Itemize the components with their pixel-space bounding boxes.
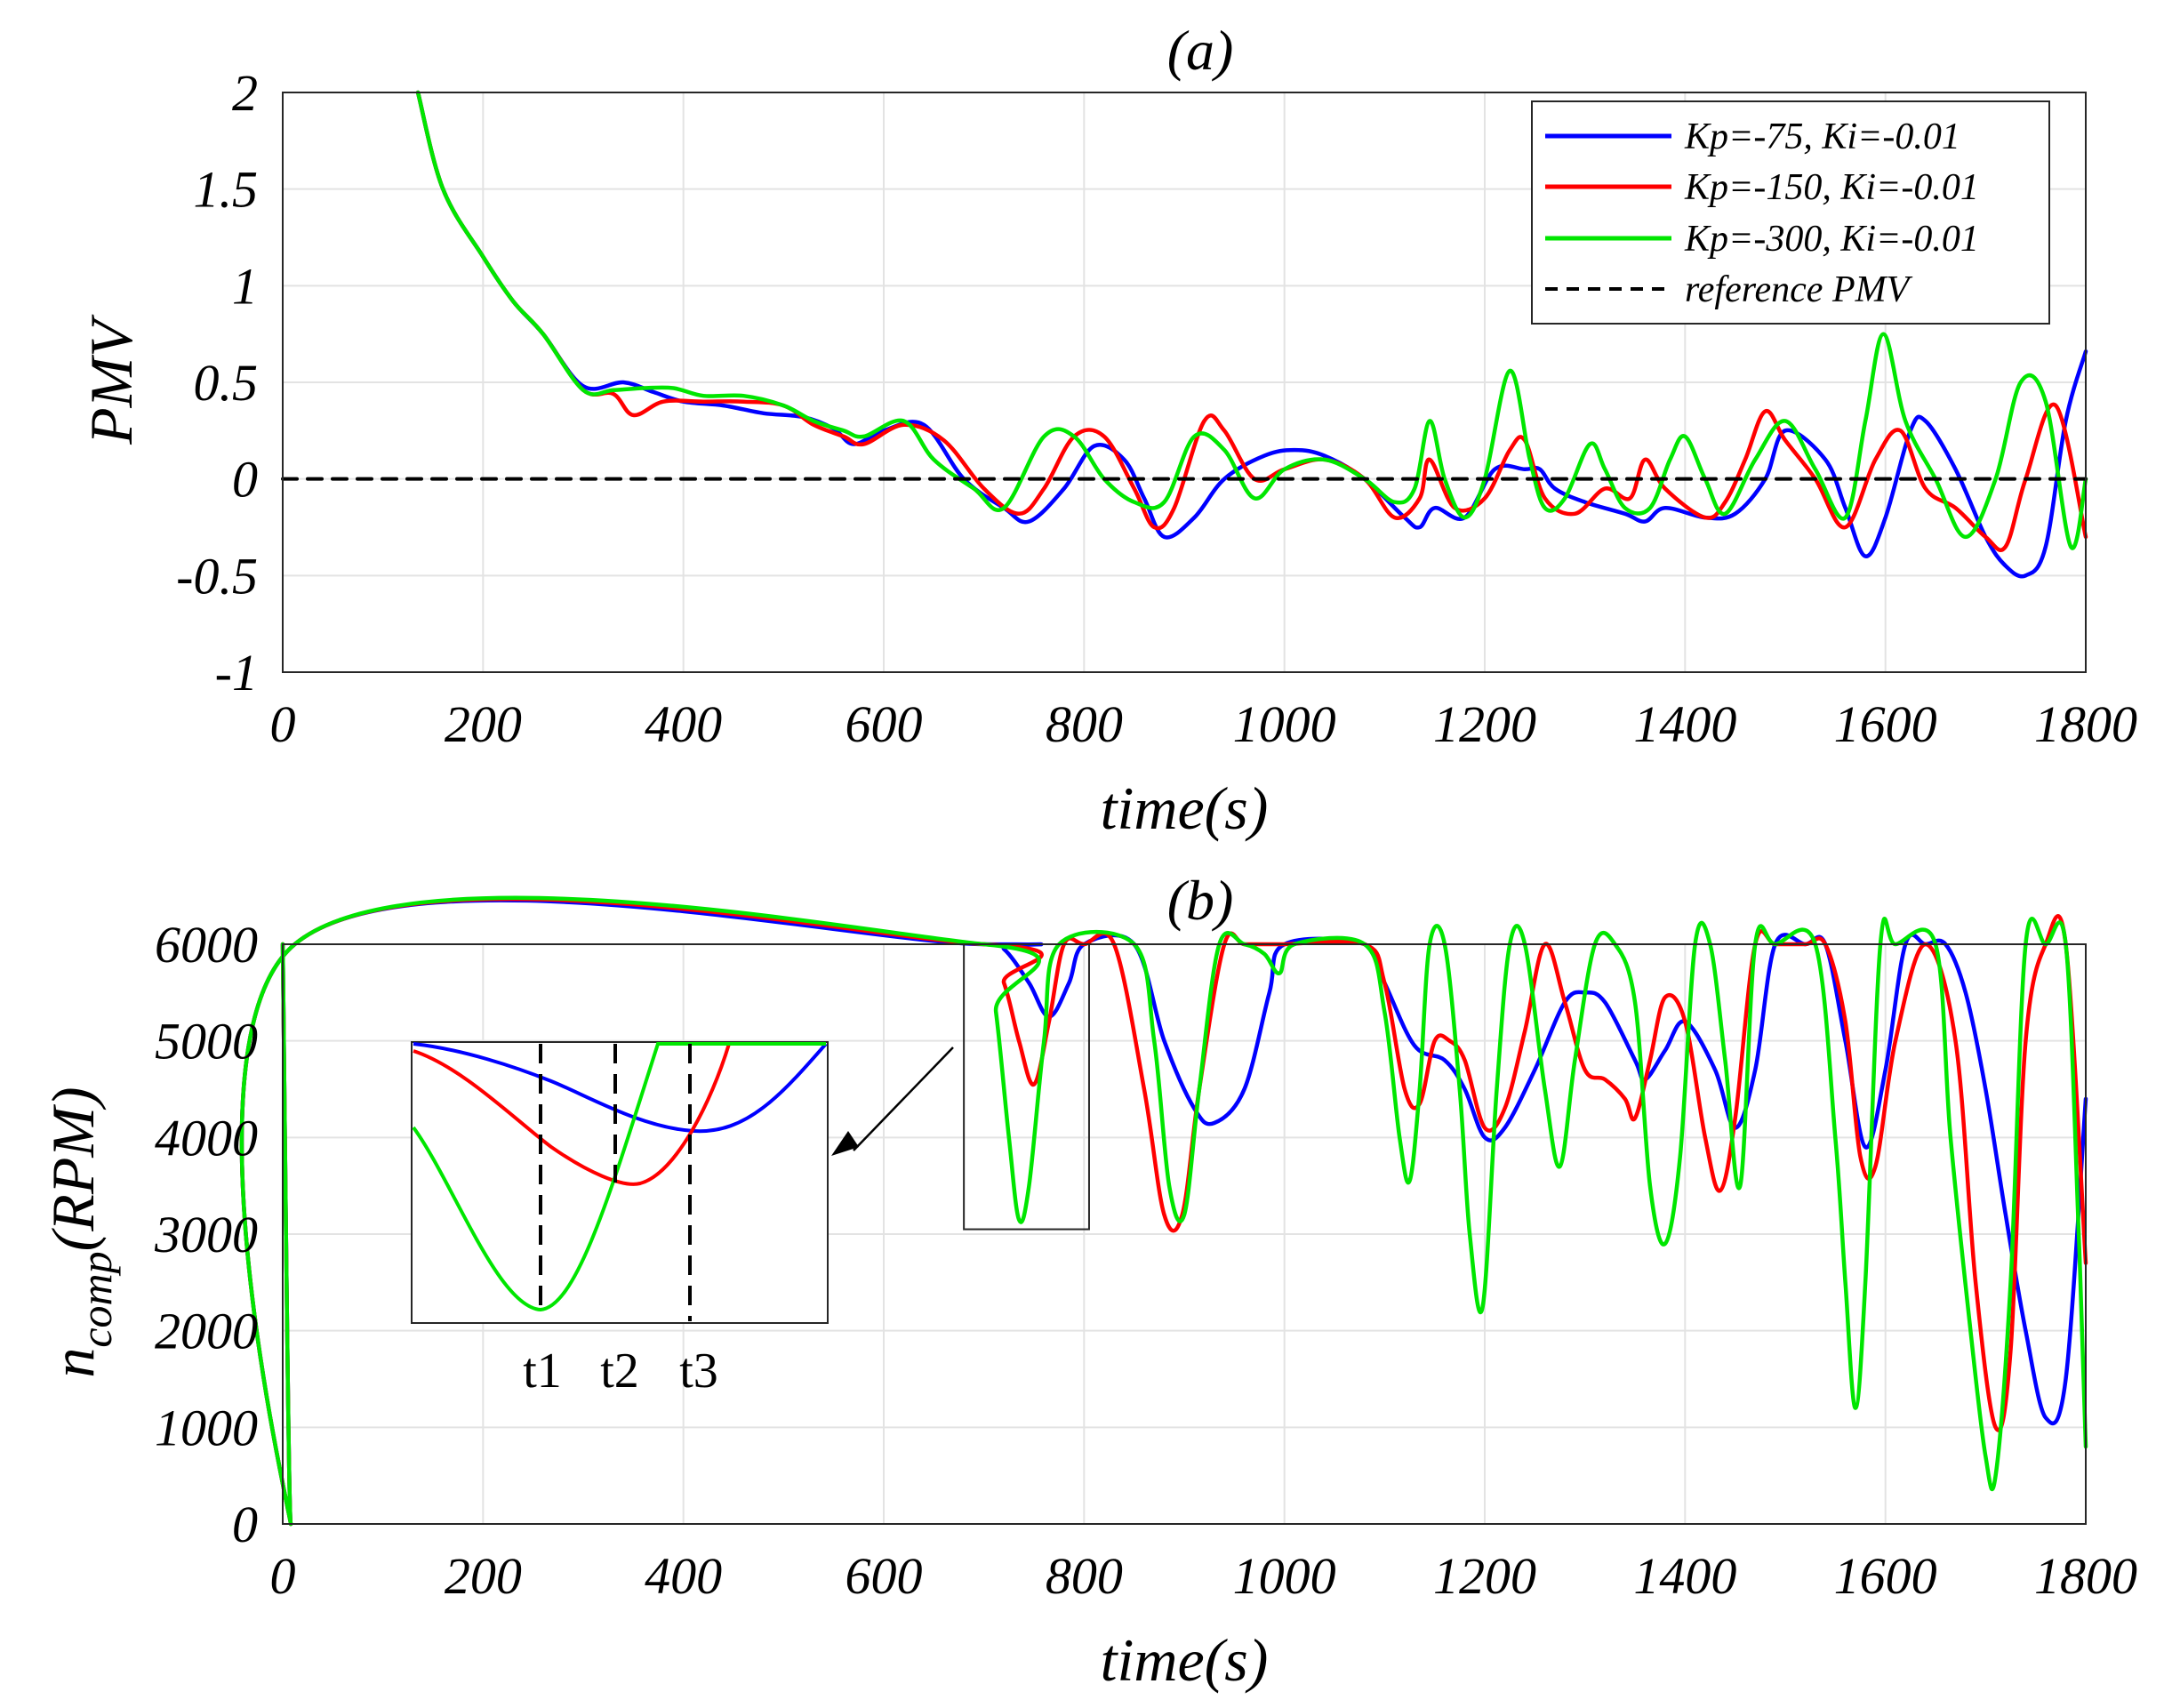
panel-b-y-tick-label: 5000 bbox=[155, 1013, 258, 1071]
legend-box bbox=[1531, 100, 2050, 325]
y-label-subscript: comp bbox=[71, 1251, 121, 1347]
panel-b-x-tick-label: 1400 bbox=[1633, 1547, 1736, 1605]
panel-a-x-tick-label: 200 bbox=[445, 695, 522, 753]
panel-b-x-tick-label: 1000 bbox=[1233, 1547, 1336, 1605]
panel-a-y-tick-label: 1 bbox=[232, 257, 258, 315]
panel-a-y-tick-label: 0 bbox=[232, 451, 258, 509]
panel-a-x-tick-label: 400 bbox=[645, 695, 722, 753]
panel-a-y-tick-label: -0.5 bbox=[176, 547, 258, 605]
inset-curve-kp75 bbox=[413, 1042, 828, 1134]
panel-b-y-tick-label: 0 bbox=[232, 1496, 258, 1553]
panel-a-axes-box bbox=[282, 92, 2087, 673]
panel-a-x-tick-label: 0 bbox=[270, 695, 296, 753]
panel-b-x-tick-label: 400 bbox=[645, 1547, 722, 1605]
panel-b-y-tick-label: 2000 bbox=[155, 1303, 258, 1360]
panel-a-pmv-chart: (a) 0 200 400 600 800 1000 1200 1400 1600 1800 -1… bbox=[77, 19, 2137, 842]
legend-label-reference: reference PMV bbox=[1685, 269, 1913, 310]
panel-a-lines bbox=[281, 90, 2088, 579]
panel-a-y-tick-label: -1 bbox=[215, 644, 258, 702]
zoom-arrow-head bbox=[831, 1131, 859, 1156]
panel-a-x-tick-label: 1000 bbox=[1233, 695, 1336, 753]
panel-a-x-tick-label: 1400 bbox=[1633, 695, 1736, 753]
panel-a-x-axis-label: time(s) bbox=[1101, 774, 1269, 842]
panel-b-x-tick-label: 600 bbox=[846, 1547, 923, 1605]
panel-b-axes-box bbox=[282, 943, 2087, 1525]
zoom-arrow-line bbox=[853, 1046, 954, 1151]
panel-b-y-axis-label: ncomp(RPM) bbox=[39, 1087, 121, 1377]
panel-b-y-tick-label: 1000 bbox=[155, 1399, 258, 1456]
inset-label-t3: t3 bbox=[679, 1343, 718, 1399]
panel-b-x-axis-label: time(s) bbox=[1101, 1626, 1269, 1694]
panel-a-title: (a) bbox=[1167, 19, 1234, 82]
panel-b-x-tick-label: 1600 bbox=[1834, 1547, 1937, 1605]
zoom-region-box bbox=[963, 943, 1090, 1231]
panel-a-x-tick-label: 1200 bbox=[1433, 695, 1536, 753]
panel-b-y-tick-label: 6000 bbox=[155, 916, 258, 974]
panel-b-x-tick-labels: 0 200 400 600 800 1000 1200 1400 1600 1800 bbox=[270, 1547, 2138, 1605]
panel-b-compressor-speed-chart: (b) 0 200 400 600 800 1000 1200 1400 1600 1800 0 1… bbox=[39, 869, 2137, 1694]
panel-a-x-tick-label: 800 bbox=[1046, 695, 1123, 753]
y-label-n: n bbox=[39, 1348, 107, 1378]
inset-curve-kp300 bbox=[412, 1042, 826, 1312]
panel-a-x-tick-labels: 0 200 400 600 800 1000 1200 1400 1600 1800 bbox=[270, 695, 2138, 753]
panel-b-series-kp300 bbox=[239, 895, 2088, 1527]
inset-label-t1: t1 bbox=[523, 1343, 562, 1399]
zoom-inset: t1 t2 t3 bbox=[411, 1041, 829, 1399]
panel-a-x-tick-label: 1800 bbox=[2034, 695, 2137, 753]
panel-b-x-tick-label: 1200 bbox=[1433, 1547, 1536, 1605]
panel-b-x-tick-label: 800 bbox=[1046, 1547, 1123, 1605]
legend-label-kp300: Kp=-300, Ki=-0.01 bbox=[1684, 219, 1979, 260]
panel-b-title: (b) bbox=[1167, 869, 1234, 932]
panel-a-x-tick-label: 600 bbox=[846, 695, 923, 753]
panel-b-y-tick-label: 4000 bbox=[155, 1109, 258, 1167]
panel-a-y-axis-label: PMV bbox=[77, 314, 145, 445]
inset-label-t2: t2 bbox=[600, 1343, 639, 1399]
panel-b-y-tick-labels: 0 1000 2000 3000 4000 5000 6000 bbox=[154, 916, 258, 1553]
panel-a-y-tick-label: 1.5 bbox=[194, 161, 259, 219]
panel-b-series-kp150 bbox=[239, 896, 2088, 1527]
panel-a-x-tick-label: 1600 bbox=[1834, 695, 1937, 753]
panel-a-series-kp300 bbox=[415, 90, 2088, 550]
panel-a-y-tick-labels: -1 -0.5 0 0.5 1 1.5 2 bbox=[176, 64, 258, 702]
panel-b-x-tick-label: 200 bbox=[445, 1547, 522, 1605]
legend: Kp=-75, Ki=-0.01 Kp=-150, Ki=-0.01 Kp=-3… bbox=[1531, 100, 2050, 325]
inset-curve-kp150 bbox=[413, 1043, 731, 1186]
panel-b-x-tick-label: 1800 bbox=[2034, 1547, 2137, 1605]
panel-b-x-tick-label: 0 bbox=[270, 1547, 296, 1605]
legend-label-kp150: Kp=-150, Ki=-0.01 bbox=[1684, 167, 1979, 208]
panel-a-y-tick-label: 2 bbox=[232, 64, 258, 122]
legend-label-kp75: Kp=-75, Ki=-0.01 bbox=[1684, 116, 1960, 157]
y-label-unit: (RPM) bbox=[39, 1087, 107, 1251]
panel-b-y-tick-label: 3000 bbox=[154, 1206, 258, 1263]
panel-a-y-tick-label: 0.5 bbox=[194, 354, 259, 412]
